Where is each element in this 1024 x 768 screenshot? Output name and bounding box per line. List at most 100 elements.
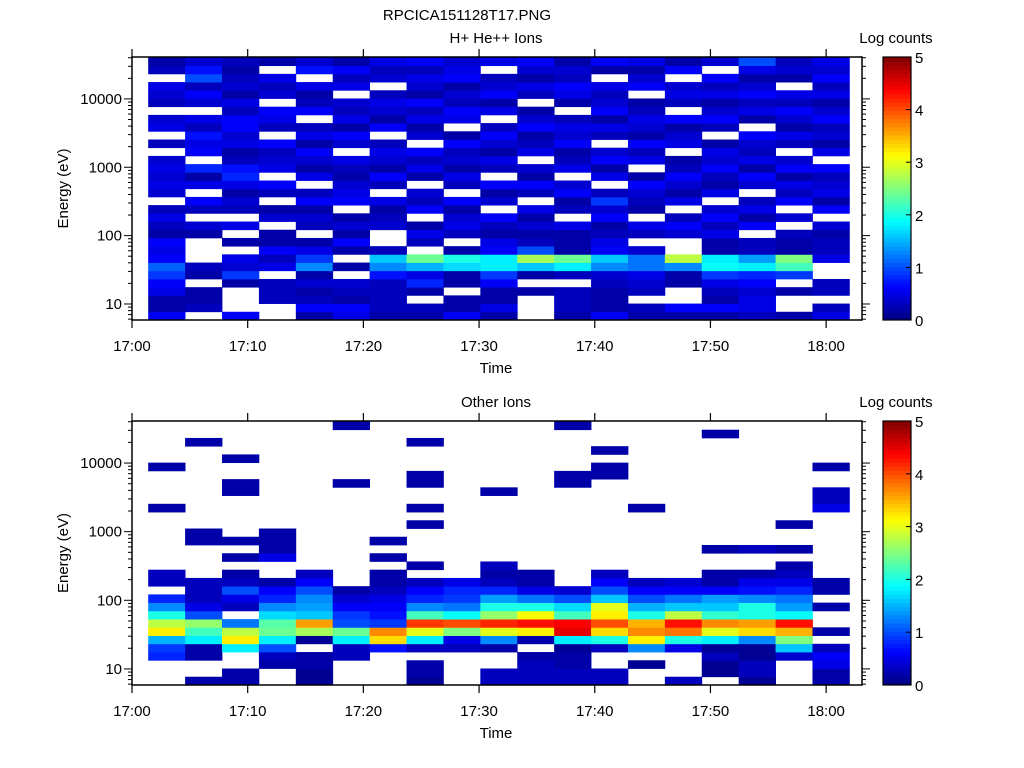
heatmap-cell (332, 311, 371, 321)
heatmap-cell (738, 237, 776, 247)
colorbar-swatch (883, 639, 911, 645)
heatmap-cell (517, 147, 555, 157)
heatmap-cell (664, 98, 703, 108)
heatmap-cell (332, 586, 371, 595)
heatmap-cell (591, 90, 629, 99)
colorbar-swatch (883, 577, 911, 583)
heatmap-cell (701, 270, 740, 280)
heatmap-cell (517, 594, 555, 604)
heatmap-cell (185, 229, 223, 239)
heatmap-cell (664, 619, 703, 628)
colorbar-tick-label: 5 (915, 414, 923, 431)
colorbar-swatch (883, 106, 911, 111)
heatmap-cell (591, 287, 629, 296)
colorbar-tick-label: 3 (915, 155, 923, 172)
colorbar-swatch (883, 511, 911, 517)
colorbar-swatch (883, 200, 911, 206)
heatmap-cell (591, 65, 629, 75)
heatmap-cell (517, 82, 555, 91)
heatmap-cell (295, 652, 334, 661)
heatmap-cell (591, 221, 629, 231)
heatmap-cell (591, 155, 629, 165)
heatmap-cell (443, 610, 481, 620)
heatmap-cell (812, 188, 850, 198)
heatmap-cell (701, 295, 740, 304)
heatmap-cell (443, 278, 481, 288)
heatmap-cell (554, 602, 592, 612)
heatmap-cell (443, 164, 481, 173)
colorbar-swatch (883, 449, 911, 455)
heatmap-cell (664, 270, 703, 280)
heatmap-cell (480, 196, 518, 206)
heatmap-cell (591, 213, 629, 222)
heatmap-cell (480, 262, 518, 272)
colorbar-swatch (883, 241, 911, 247)
colorbar-swatch (883, 196, 911, 202)
heatmap-cell (775, 123, 813, 132)
heatmap-cell (185, 139, 223, 149)
heatmap-cell (554, 180, 592, 190)
heatmap-cell (738, 660, 776, 669)
heatmap-cell (480, 610, 518, 620)
heatmap-cell (591, 172, 629, 181)
heatmap-cell (295, 602, 334, 612)
heatmap-cell (369, 172, 407, 181)
heatmap-cell (517, 114, 555, 124)
heatmap-cell (554, 188, 592, 198)
heatmap-cell (664, 254, 703, 263)
figure-title: RPCICA151128T17.PNG (383, 7, 551, 24)
heatmap-cell (480, 155, 518, 165)
colorbar-swatch (883, 623, 911, 628)
heatmap-cell (148, 90, 186, 99)
heatmap-cell (517, 205, 555, 214)
heatmap-cell (443, 57, 481, 67)
heatmap-cell (591, 619, 629, 628)
colorbar-swatch (883, 213, 911, 218)
heatmap-cell (627, 246, 666, 255)
heatmap-cell (295, 610, 334, 620)
colorbar-swatch (883, 315, 911, 321)
heatmap-cell (775, 520, 813, 529)
heatmap-cell (738, 270, 776, 280)
colorbar-swatch (883, 155, 911, 161)
colorbar-swatch (883, 635, 911, 641)
heatmap-cell (517, 213, 555, 222)
colorbar-swatch (883, 586, 911, 591)
heatmap-cell (554, 586, 592, 595)
heatmap-cell (332, 188, 371, 198)
heatmap-cell (627, 503, 666, 513)
y-tick-label: 10000 (80, 455, 122, 472)
colorbar-swatch (883, 656, 911, 661)
heatmap-cell (332, 303, 371, 313)
heatmap-cell (738, 544, 776, 554)
heatmap-cell (591, 246, 629, 255)
heatmap-cell (480, 90, 518, 99)
heatmap-cell (701, 544, 740, 554)
colorbar-swatch (883, 499, 911, 505)
colorbar-swatch (883, 143, 911, 148)
heatmap-cell (812, 660, 850, 669)
heatmap-cell (480, 213, 518, 222)
heatmap-cell (148, 229, 186, 239)
heatmap-cell (701, 205, 740, 214)
heatmap-cell (517, 287, 555, 296)
heatmap-cell (738, 82, 776, 91)
heatmap-cell (258, 635, 297, 645)
heatmap-cell (222, 594, 260, 604)
heatmap-cell (295, 90, 334, 99)
heatmap-cell (406, 635, 444, 645)
heatmap-cell (517, 254, 555, 263)
colorbar-swatch (883, 163, 911, 169)
heatmap-cell (258, 237, 297, 247)
heatmap-cell (332, 237, 371, 247)
heatmap-cell (554, 65, 592, 75)
heatmap-cell (406, 602, 444, 612)
heatmap-cell (738, 155, 776, 165)
heatmap-cell (332, 602, 371, 612)
heatmap-cell (295, 262, 334, 272)
colorbar-swatch (883, 573, 911, 579)
heatmap-cell (185, 57, 223, 67)
colorbar-swatch (883, 258, 911, 263)
heatmap-cell (332, 221, 371, 231)
heatmap-cell (222, 188, 260, 198)
